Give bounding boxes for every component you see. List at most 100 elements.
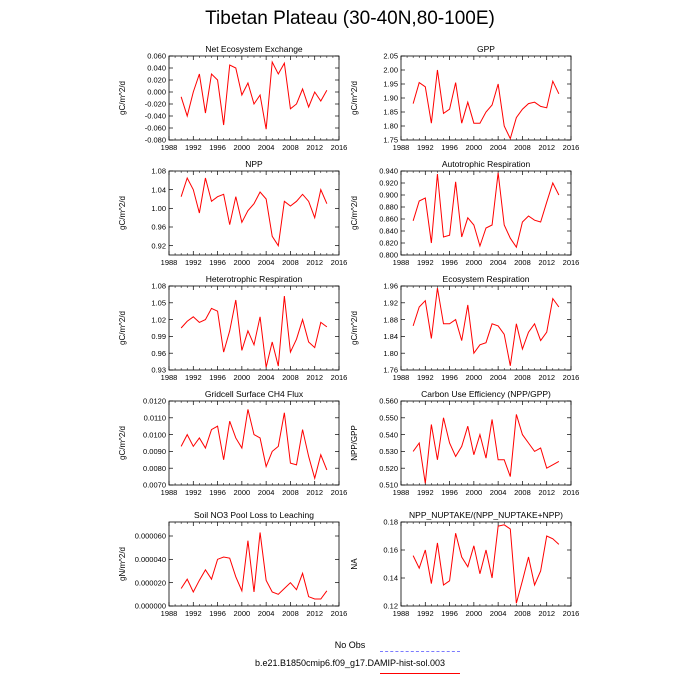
x-tick-label: 1996 xyxy=(209,373,226,382)
x-tick-label: 2004 xyxy=(258,143,275,152)
y-tick-label: 0.000020 xyxy=(135,578,166,587)
x-tick-label: 1988 xyxy=(393,143,410,152)
y-axis-label: gC/m^2/d xyxy=(118,311,127,345)
y-tick-label: 0.18 xyxy=(383,518,398,527)
y-tick-label: 0.860 xyxy=(379,215,398,224)
x-tick-label: 1988 xyxy=(161,143,178,152)
x-tick-label: 2008 xyxy=(514,609,531,618)
y-tick-label: 0.020 xyxy=(147,76,166,85)
y-tick-label: 0.900 xyxy=(379,191,398,200)
x-tick-label: 1996 xyxy=(209,488,226,497)
x-tick-label: 2000 xyxy=(466,609,483,618)
y-tick-label: 0.000060 xyxy=(135,532,166,541)
plot-title: Net Ecosystem Exchange xyxy=(205,44,303,54)
series-line xyxy=(180,176,328,248)
x-tick-label: 2012 xyxy=(538,609,555,618)
chart-autotrophic-respiration: Autotrophic Respiration gC/m^2/d 1988 1992 1… xyxy=(350,159,579,267)
y-tick-label: 1.92 xyxy=(383,299,398,308)
x-tick-label: 2000 xyxy=(234,609,251,618)
chart-npp: NPP gC/m^2/d 1988 1992 1996 2000 2004 2008 2012 2… xyxy=(118,159,347,267)
plot-frame xyxy=(400,285,572,371)
y-tick-label: -0.040 xyxy=(145,112,166,121)
plot-frame xyxy=(168,285,340,371)
y-tick-label: 1.90 xyxy=(383,94,398,103)
plot-frame xyxy=(400,170,572,256)
x-tick-label: 1992 xyxy=(417,143,434,152)
x-tick-label: 2004 xyxy=(258,373,275,382)
chart-soil-no3-pool-loss-to-leaching: Soil NO3 Pool Loss to Leaching gN/m^2/d 19… xyxy=(118,510,347,618)
y-tick-label: 0.560 xyxy=(379,397,398,406)
x-tick-label: 1988 xyxy=(161,258,178,267)
x-tick-label: 2000 xyxy=(466,373,483,382)
x-tick-label: 2016 xyxy=(331,258,348,267)
y-tick-label: 1.84 xyxy=(383,332,398,341)
y-tick-label: 0.92 xyxy=(151,241,166,250)
y-axis-label: gC/m^2/d xyxy=(118,196,127,230)
x-tick-label: 2004 xyxy=(490,143,507,152)
x-tick-label: 2004 xyxy=(258,609,275,618)
y-tick-label: 0.16 xyxy=(383,546,398,555)
x-tick-label: 2016 xyxy=(331,609,348,618)
y-tick-label: 0.0090 xyxy=(143,447,166,456)
x-tick-label: 2012 xyxy=(306,488,323,497)
x-tick-label: 1988 xyxy=(161,609,178,618)
x-tick-label: 2004 xyxy=(490,258,507,267)
y-tick-label: 0.0110 xyxy=(144,414,166,423)
x-tick-label: 2004 xyxy=(258,488,275,497)
y-tick-label: 1.80 xyxy=(383,349,398,358)
y-axis-label: gC/m^2/d xyxy=(350,196,359,230)
y-tick-label: 0.040 xyxy=(147,64,166,73)
y-tick-label: 1.85 xyxy=(383,108,398,117)
legend-obs-label: No Obs xyxy=(334,640,366,650)
x-tick-label: 1992 xyxy=(417,609,434,618)
y-tick-label: -0.080 xyxy=(145,136,166,145)
y-tick-label: 0.000000 xyxy=(135,602,166,611)
x-tick-label: 1996 xyxy=(441,609,458,618)
y-tick-label: 1.08 xyxy=(151,167,166,176)
x-tick-label: 1992 xyxy=(185,609,202,618)
x-tick-label: 2008 xyxy=(282,258,299,267)
x-tick-label: 2008 xyxy=(282,488,299,497)
plot-frame xyxy=(400,55,572,141)
y-tick-label: 0.96 xyxy=(151,223,166,232)
y-tick-label: 0.510 xyxy=(379,481,398,490)
series-line xyxy=(180,409,328,481)
plot-frame xyxy=(400,521,572,607)
y-tick-label: 0.0080 xyxy=(143,464,166,473)
y-tick-label: 0.800 xyxy=(379,251,398,260)
chart-gridcell-surface-ch4-flux: Gridcell Surface CH4 Flux gC/m^2/d 1988 199… xyxy=(118,389,347,497)
x-tick-label: 1996 xyxy=(441,373,458,382)
plot-title: GPP xyxy=(477,44,495,54)
y-axis-label: gC/m^2/d xyxy=(118,426,127,460)
series-line xyxy=(412,172,560,249)
x-tick-label: 2008 xyxy=(514,258,531,267)
x-tick-label: 1988 xyxy=(161,488,178,497)
x-tick-label: 2012 xyxy=(538,488,555,497)
y-tick-label: 0.0100 xyxy=(143,430,166,439)
y-tick-label: 1.88 xyxy=(383,315,398,324)
y-tick-label: 0.940 xyxy=(379,167,398,176)
page-title: Tibetan Plateau (30-40N,80-100E) xyxy=(205,8,495,29)
x-tick-label: 2000 xyxy=(234,373,251,382)
x-tick-label: 1996 xyxy=(441,143,458,152)
y-tick-label: 0.060 xyxy=(147,52,166,61)
x-tick-label: 1992 xyxy=(417,258,434,267)
x-tick-label: 1992 xyxy=(185,488,202,497)
y-tick-label: 0.520 xyxy=(379,464,398,473)
x-tick-label: 2008 xyxy=(282,143,299,152)
y-axis-label: gC/m^2/d xyxy=(118,81,127,115)
plot-title: NPP_NUPTAKE/(NPP_NUPTAKE+NPP) xyxy=(409,510,563,520)
series-line xyxy=(180,60,328,130)
legend-model-label: b.e21.B1850cmip6.f09_g17.DAMIP-hist-sol.… xyxy=(254,658,446,668)
y-tick-label: 0.540 xyxy=(379,430,398,439)
y-tick-label: 0.96 xyxy=(151,349,166,358)
y-tick-label: 0.000040 xyxy=(135,555,166,564)
plot-frame xyxy=(168,55,340,141)
y-tick-label: 1.00 xyxy=(151,204,166,213)
x-tick-label: 2000 xyxy=(234,488,251,497)
x-tick-label: 1988 xyxy=(393,373,410,382)
x-tick-label: 1988 xyxy=(393,609,410,618)
y-axis-label: gC/m^2/d xyxy=(350,81,359,115)
x-tick-label: 1988 xyxy=(393,258,410,267)
y-tick-label: 1.04 xyxy=(151,185,166,194)
